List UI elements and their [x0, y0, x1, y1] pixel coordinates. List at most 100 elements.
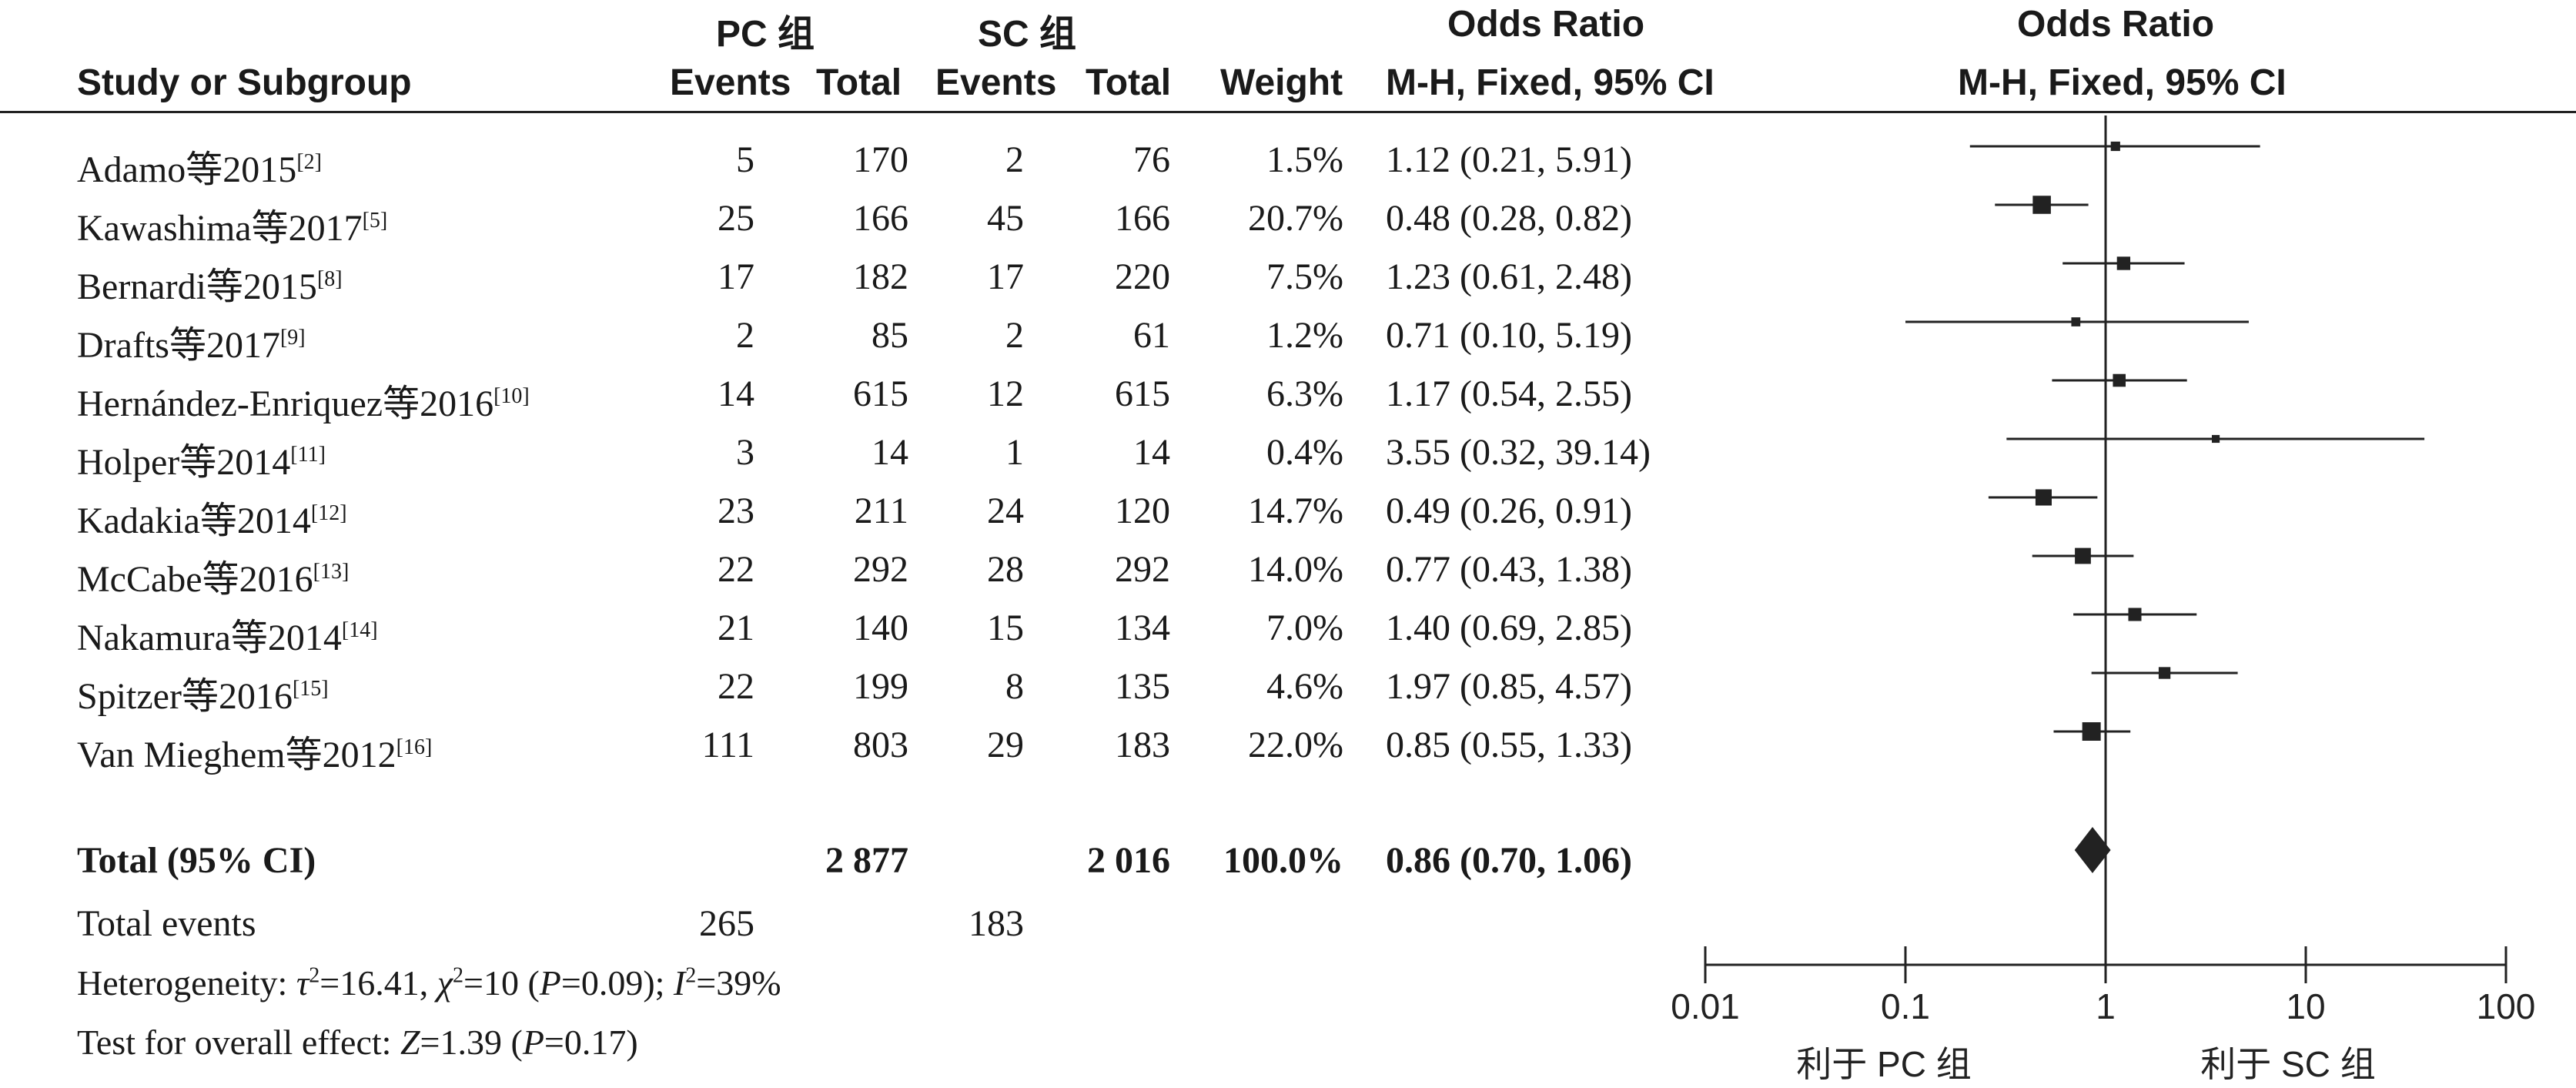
cell-weight: 1.2%: [1266, 315, 1343, 356]
x-tick-label: 0.01: [1671, 986, 1740, 1026]
cell-weight: 14.0%: [1248, 549, 1343, 590]
cell-e1: 2: [736, 315, 754, 356]
cell-weight: 6.3%: [1266, 373, 1343, 414]
header-weight: Weight: [1220, 62, 1343, 103]
het-p-value: =0.09);: [560, 963, 674, 1003]
cell-e2: 2: [1005, 315, 1024, 356]
point-box: [2035, 489, 2052, 506]
study-reference: [9]: [279, 326, 306, 350]
study-reference: [10]: [493, 384, 530, 408]
cell-e1: 22: [718, 666, 754, 707]
study-name: Adamo等2015[2]: [77, 139, 322, 192]
x-tick-label: 1: [2096, 986, 2116, 1026]
study-reference: [2]: [296, 150, 322, 174]
i2-square: 2: [685, 963, 697, 988]
study-reference: [15]: [292, 677, 329, 701]
total-pc: 2 877: [825, 840, 908, 881]
favours-right-label: 利于 SC 组: [2200, 1044, 2375, 1084]
heterogeneity-prefix: Heterogeneity:: [77, 963, 296, 1003]
overall-diamond: [2074, 827, 2111, 873]
x-tick-label: 0.1: [1881, 986, 1930, 1026]
cell-e2: 8: [1005, 666, 1024, 707]
point-box: [2071, 317, 2081, 326]
study-name: Van Mieghem等2012[16]: [77, 724, 432, 778]
cell-ci: 0.77 (0.43, 1.38): [1386, 549, 1632, 590]
study-name: Holper等2014[11]: [77, 431, 326, 485]
study-name-text: McCabe等2016: [77, 559, 313, 600]
overall-effect-text: Test for overall effect: Z=1.39 (P=0.17): [77, 1022, 638, 1063]
total-weight: 100.0%: [1223, 840, 1343, 881]
cell-ci: 3.55 (0.32, 39.14): [1386, 432, 1651, 473]
i2-value: =39%: [696, 963, 781, 1003]
header-sc-events: Events: [935, 62, 1057, 103]
chi-symbol: χ: [437, 963, 453, 1003]
cell-e2: 17: [987, 256, 1024, 297]
study-reference: [12]: [310, 501, 347, 525]
cell-t1: 140: [853, 608, 908, 648]
study-name-text: Adamo等2015: [77, 149, 297, 190]
cell-weight: 4.6%: [1266, 666, 1343, 707]
study-reference: [11]: [290, 443, 326, 467]
cell-t1: 182: [853, 256, 908, 297]
header-pc-events: Events: [670, 62, 791, 103]
cell-weight: 0.4%: [1266, 432, 1343, 473]
cell-ci: 1.17 (0.54, 2.55): [1386, 373, 1632, 414]
total-events-pc: 265: [699, 903, 754, 944]
study-name: Bernardi等2015[8]: [77, 256, 343, 310]
cell-e1: 5: [736, 139, 754, 180]
cell-weight: 1.5%: [1266, 139, 1343, 180]
point-box: [2075, 547, 2091, 564]
total-label: Total (95% CI): [77, 840, 316, 881]
cell-e1: 14: [718, 373, 754, 414]
cell-e1: 22: [718, 549, 754, 590]
total-events-sc: 183: [969, 903, 1024, 944]
study-reference: [5]: [362, 209, 388, 233]
header-or-method-table: M-H, Fixed, 95% CI: [1386, 62, 1715, 103]
cell-t1: 615: [853, 373, 908, 414]
study-reference: [13]: [313, 560, 350, 584]
cell-e2: 12: [987, 373, 1024, 414]
het-p-label: P: [539, 963, 561, 1003]
x-tick-label: 10: [2286, 986, 2325, 1026]
header-or-title-table: Odds Ratio: [1447, 4, 1645, 45]
chi-value: =10 (: [463, 963, 540, 1003]
cell-t2: 120: [1115, 490, 1170, 531]
cell-e2: 29: [987, 725, 1024, 765]
cell-t2: 183: [1115, 725, 1170, 765]
point-box: [2211, 434, 2220, 444]
overall-effect-prefix: Test for overall effect:: [77, 1023, 400, 1062]
z-p-label: P: [522, 1023, 544, 1062]
cell-weight: 14.7%: [1248, 490, 1343, 531]
tau-value: =16.41,: [319, 963, 437, 1003]
z-symbol: Z: [400, 1023, 420, 1062]
cell-ci: 1.23 (0.61, 2.48): [1386, 256, 1632, 297]
cell-e2: 2: [1005, 139, 1024, 180]
cell-t2: 14: [1133, 432, 1170, 473]
cell-e2: 45: [987, 198, 1024, 239]
header-sc-total: Total: [1086, 62, 1172, 103]
study-name: McCabe等2016[13]: [77, 548, 349, 602]
cell-e1: 17: [718, 256, 754, 297]
cell-e2: 1: [1005, 432, 1024, 473]
study-name-text: Kawashima等2017: [77, 208, 363, 249]
study-name: Nakamura等2014[14]: [77, 607, 378, 661]
i2-symbol: I: [673, 963, 686, 1003]
point-box: [2032, 196, 2051, 214]
point-box: [2113, 373, 2126, 387]
tau-square: 2: [309, 963, 320, 988]
cell-ci: 0.71 (0.10, 5.19): [1386, 315, 1632, 356]
study-name: Hernández-Enriquez等2016[10]: [77, 373, 530, 427]
point-box: [2116, 256, 2131, 270]
study-reference: [8]: [316, 267, 343, 291]
point-box: [2110, 141, 2120, 152]
z-p-value: =0.17): [544, 1023, 638, 1062]
cell-t2: 61: [1133, 315, 1170, 356]
cell-e1: 23: [718, 490, 754, 531]
header-pc-group: PC 组: [716, 14, 815, 55]
cell-t2: 615: [1115, 373, 1170, 414]
cell-e1: 21: [718, 608, 754, 648]
cell-t1: 170: [853, 139, 908, 180]
cell-ci: 0.49 (0.26, 0.91): [1386, 490, 1632, 531]
